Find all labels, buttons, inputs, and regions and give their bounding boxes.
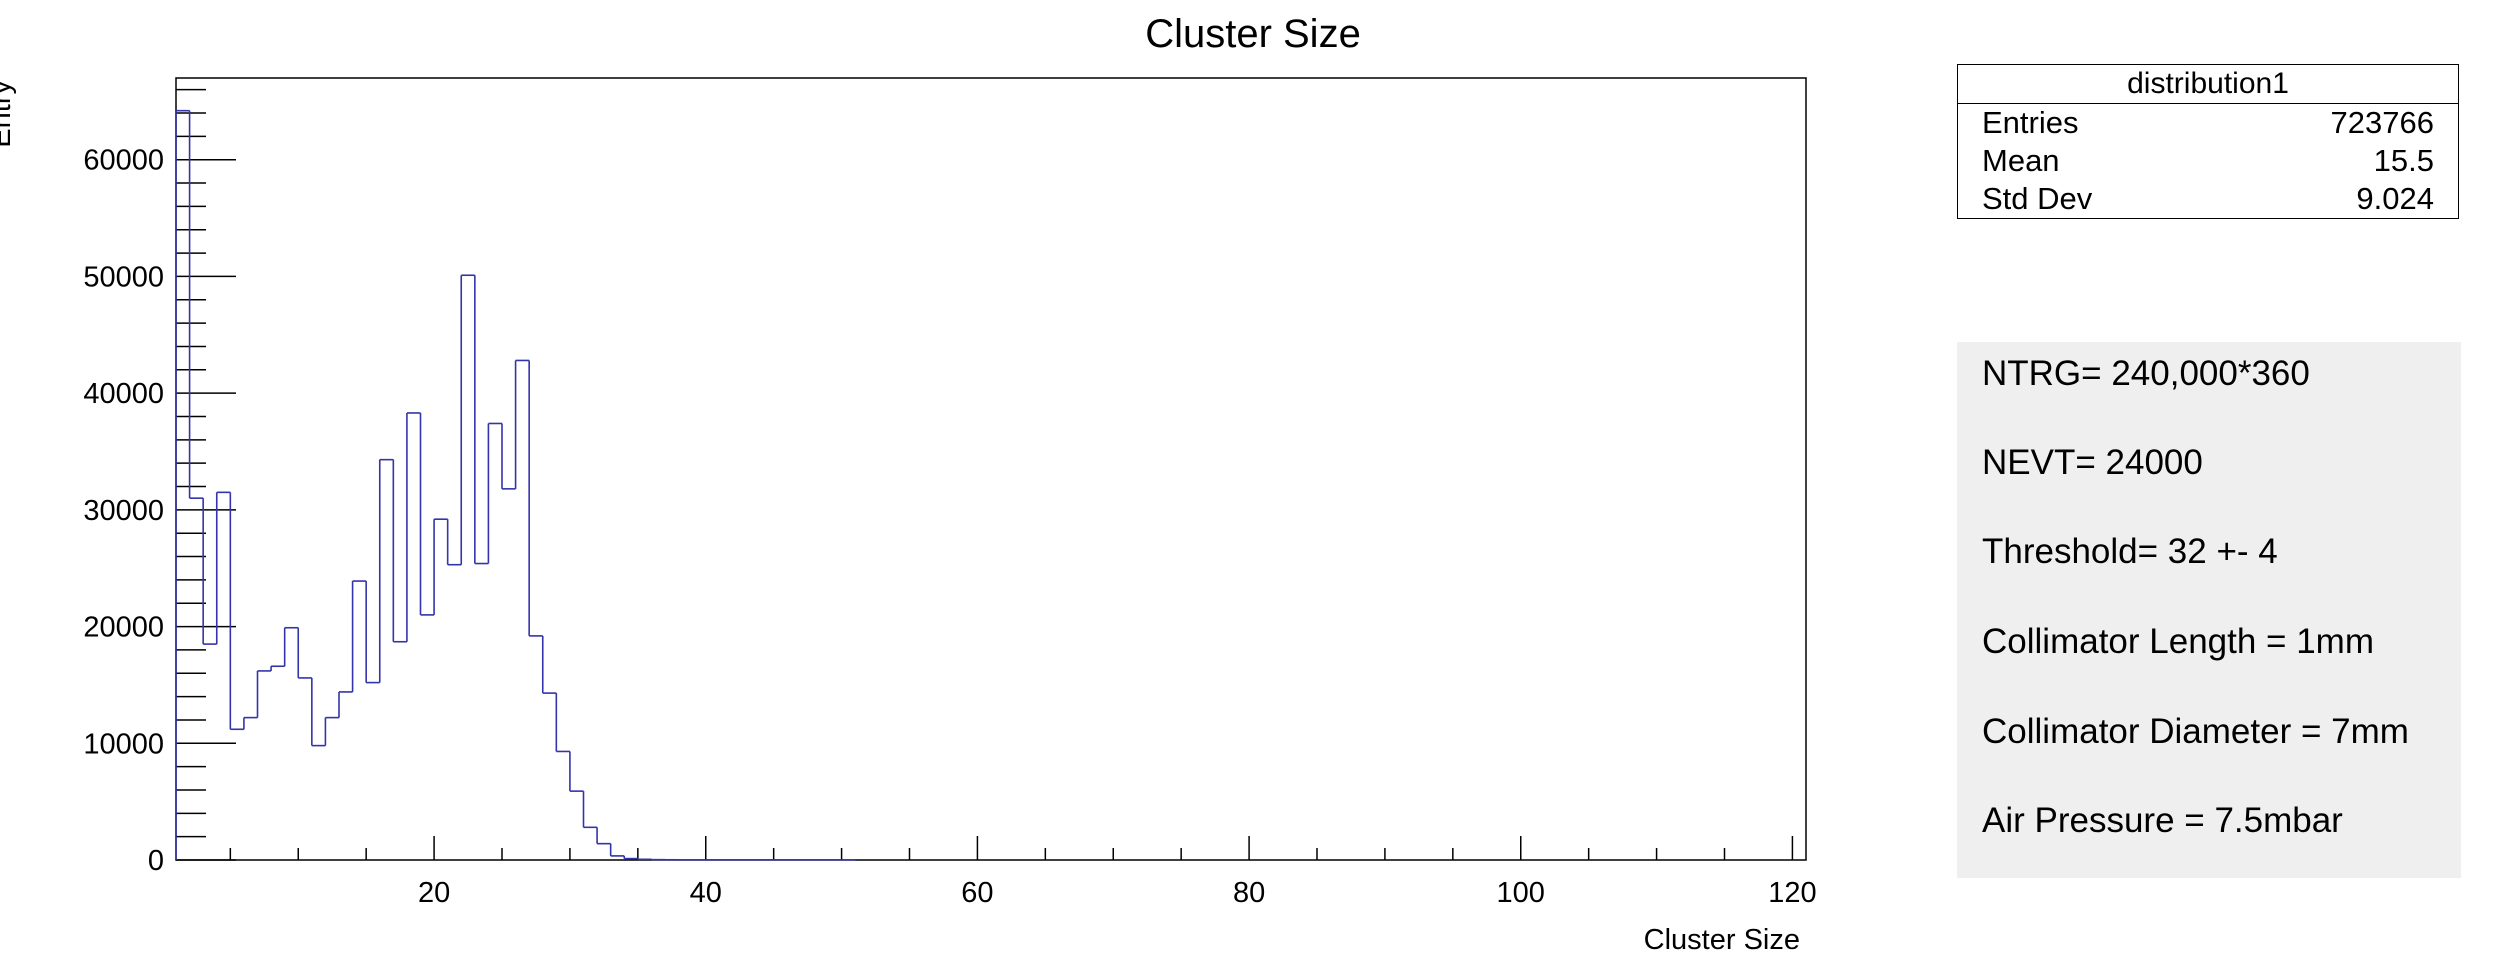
stats-value: 15.5 <box>2373 143 2434 178</box>
stats-value: 723766 <box>2330 105 2434 140</box>
x-tick-label: 20 <box>418 877 450 909</box>
y-tick-label: 30000 <box>83 495 164 527</box>
stats-row-entries: Entries 723766 <box>1958 104 2458 142</box>
stats-label: Entries <box>1982 105 2079 140</box>
x-tick-label: 120 <box>1768 877 1816 909</box>
info-line-threshold: Threshold= 32 +- 4 <box>1982 532 2278 571</box>
info-line-air-pressure: Air Pressure = 7.5mbar <box>1982 801 2343 840</box>
stats-box: distribution1 Entries 723766 Mean 15.5 S… <box>1957 64 2459 219</box>
y-tick-label: 20000 <box>83 612 164 644</box>
info-line-collimator-diameter: Collimator Diameter = 7mm <box>1982 712 2409 751</box>
y-tick-label: 0 <box>148 845 164 877</box>
y-axis-label: Entry <box>0 80 17 148</box>
histogram-plot: Cluster Size 0 10000 20000 30000 40000 50000 6… <box>0 12 1817 956</box>
y-tick-label: 60000 <box>83 145 164 177</box>
stats-row-mean: Mean 15.5 <box>1958 142 2458 180</box>
y-tick-label: 10000 <box>83 728 164 760</box>
x-axis-label: Cluster Size <box>1644 924 1800 956</box>
stats-label: Std Dev <box>1982 181 2093 216</box>
y-tick-label: 40000 <box>83 378 164 410</box>
y-tick-label: 50000 <box>83 261 164 293</box>
stats-value: 9.024 <box>2356 181 2434 216</box>
chart-title: Cluster Size <box>1145 12 1361 56</box>
x-axis-ticks: 20 40 60 80 100 120 <box>229 836 1817 909</box>
stats-title: distribution1 <box>1958 65 2458 104</box>
stats-row-stddev: Std Dev 9.024 <box>1958 180 2458 218</box>
x-tick-label: 100 <box>1497 877 1545 909</box>
info-line-collimator-length: Collimator Length = 1mm <box>1982 622 2374 661</box>
info-line-ntrg: NTRG= 240,000*360 <box>1982 354 2310 393</box>
info-line-nevt: NEVT= 24000 <box>1982 443 2203 482</box>
x-tick-label: 60 <box>961 877 993 909</box>
x-tick-label: 40 <box>690 877 722 909</box>
stats-label: Mean <box>1982 143 2060 178</box>
x-tick-label: 80 <box>1233 877 1265 909</box>
y-axis-ticks: 0 10000 20000 30000 40000 50000 60000 <box>83 88 236 877</box>
histogram-bins <box>175 109 856 861</box>
info-box: NTRG= 240,000*360 NEVT= 24000 Threshold=… <box>1957 342 2461 878</box>
